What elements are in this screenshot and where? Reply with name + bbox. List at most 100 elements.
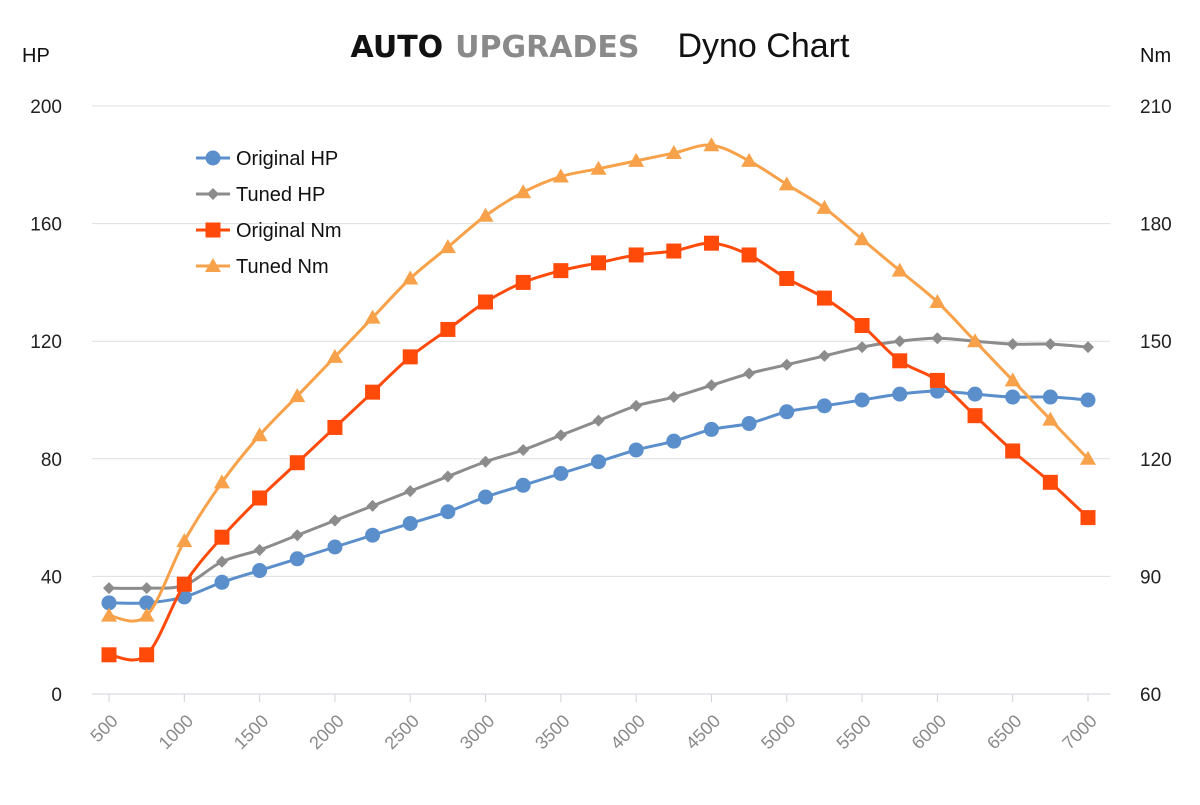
original-hp-point <box>365 527 381 543</box>
tuned-hp-point <box>856 341 869 354</box>
tuned-hp-point <box>517 443 530 456</box>
tuned-nm-point <box>477 207 494 222</box>
y-left-axis-label: HP <box>22 45 50 67</box>
series-tuned-hp <box>103 332 1094 595</box>
tuned-hp-point <box>404 485 417 498</box>
tuned-hp-point <box>1006 338 1019 351</box>
tuned-hp-point <box>479 455 492 468</box>
y-right-tick-label: 90 <box>1140 567 1161 588</box>
tuned-nm-point <box>1042 411 1059 426</box>
tuned-hp-point <box>253 543 266 556</box>
original-hp-point <box>214 574 230 590</box>
legend-item-tuned-hp: Tuned HP <box>196 184 325 206</box>
original-hp-point <box>139 595 155 611</box>
x-tick-label: 3000 <box>456 711 498 753</box>
original-hp-point <box>327 539 343 555</box>
title-dyno-chart: Dyno Chart <box>677 27 850 65</box>
series-layer <box>101 137 1096 663</box>
tuned-nm-point <box>929 294 946 308</box>
legend-label: Original HP <box>236 148 338 170</box>
original-nm-point <box>289 455 305 471</box>
y-right-tick-label: 60 <box>1140 685 1161 706</box>
original-nm-point <box>741 247 757 263</box>
y-left-tick-label: 200 <box>30 97 62 118</box>
legend-label: Tuned Nm <box>236 256 329 278</box>
tuned-nm-point <box>816 199 833 214</box>
original-hp-point <box>779 404 795 420</box>
tuned-nm-point <box>1004 372 1021 387</box>
original-nm-point <box>628 247 644 263</box>
y-right-tick-label: 180 <box>1140 215 1172 236</box>
series-original-hp <box>101 383 1096 611</box>
legend: Original HP Tuned HP Original Nm Tuned Nm <box>196 148 342 278</box>
tuned-hp-point <box>705 379 718 392</box>
y-left-tick-label: 160 <box>30 215 62 236</box>
original-hp-point <box>854 392 870 408</box>
tuned-hp-point <box>592 414 605 427</box>
x-tick-label: 500 <box>86 711 121 746</box>
tuned-nm-point <box>854 231 871 246</box>
tuned-nm-point <box>967 333 984 348</box>
tuned-hp-point <box>780 358 793 371</box>
tuned-nm-point <box>326 348 343 363</box>
tuned-hp-point <box>630 399 643 412</box>
tuned-hp-point <box>1044 338 1057 351</box>
original-hp-point <box>967 386 983 402</box>
original-nm-point <box>666 243 682 259</box>
tuned-nm-point <box>590 160 607 175</box>
tuned-hp-point <box>366 499 379 512</box>
x-tick-label: 6000 <box>908 711 950 753</box>
original-hp-point <box>553 466 569 481</box>
legend-item-original-hp: Original HP <box>196 148 338 170</box>
tuned-nm-point <box>138 607 155 622</box>
x-tick-label: 2000 <box>305 711 347 753</box>
tuned-nm-point <box>891 262 908 277</box>
tuned-nm-point <box>665 145 682 160</box>
tuned-hp-point <box>743 367 756 380</box>
series-tuned-nm <box>101 137 1096 623</box>
tuned-hp-point <box>291 529 304 542</box>
original-hp-point <box>666 433 682 449</box>
legend-item-original-nm: Original Nm <box>196 220 342 242</box>
y-left-tick-label: 40 <box>41 567 62 588</box>
original-hp-point <box>816 398 832 414</box>
tuned-nm-point <box>703 137 720 152</box>
original-hp-point <box>252 563 268 579</box>
legend-item-tuned-nm: Tuned Nm <box>196 256 329 278</box>
x-tick-label: 1500 <box>230 711 272 753</box>
x-tick-label: 3500 <box>531 711 573 753</box>
original-nm-point <box>365 384 381 400</box>
original-hp-point <box>289 551 305 567</box>
x-tick-label: 4000 <box>607 711 649 753</box>
original-nm-point <box>515 274 531 290</box>
original-nm-point <box>101 647 117 663</box>
original-nm-point <box>252 490 268 506</box>
tuned-hp-point <box>931 332 944 345</box>
tuned-nm-point <box>251 427 268 442</box>
tuned-hp-point <box>328 514 341 527</box>
original-nm-point <box>478 294 494 310</box>
y-right-axis-label: Nm <box>1140 45 1171 67</box>
y-left-tick-label: 120 <box>30 332 62 353</box>
x-tick-label: 5500 <box>832 711 874 753</box>
y-left-tick-label: 80 <box>41 450 62 471</box>
tuned-nm-point <box>176 533 193 548</box>
y-left-tick-label: 0 <box>51 685 62 706</box>
legend-marker <box>205 222 221 238</box>
original-hp-point <box>1042 389 1058 405</box>
original-nm-point <box>214 529 230 545</box>
original-nm-point <box>139 647 155 663</box>
original-hp-point <box>591 454 606 470</box>
original-nm-point <box>1042 474 1058 490</box>
tuned-nm-point <box>1080 450 1096 465</box>
legend-marker <box>205 150 221 166</box>
tuned-nm-point <box>552 168 569 183</box>
tuned-hp-point <box>140 582 153 595</box>
original-nm-point <box>402 349 418 365</box>
original-nm-point <box>967 408 983 424</box>
original-nm-point <box>327 419 343 435</box>
original-hp-point <box>440 504 456 520</box>
original-hp-point <box>1005 389 1021 405</box>
legend-label: Tuned HP <box>236 184 325 206</box>
